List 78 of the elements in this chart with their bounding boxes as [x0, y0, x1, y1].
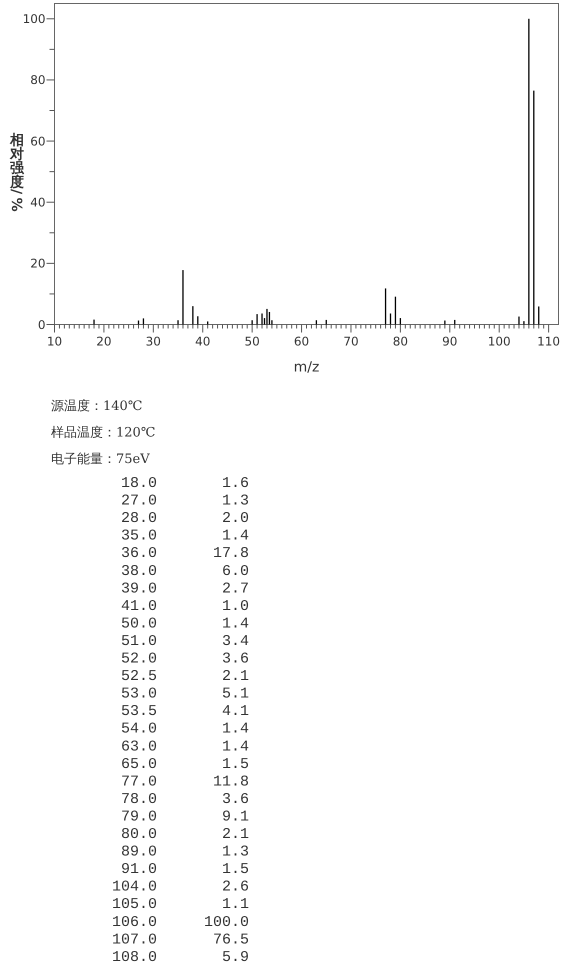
table-intensity: 11.8: [212, 773, 249, 790]
table-mz: 63.0: [120, 738, 157, 756]
table-mz: 79.0: [120, 808, 157, 826]
table-intensity: 5.1: [222, 686, 249, 703]
table-mz: 50.0: [120, 615, 157, 632]
table-intensity: 100.0: [204, 914, 249, 931]
x-tick-label: 50: [244, 334, 260, 348]
table-intensity: 76.5: [212, 931, 249, 948]
table-intensity: 2.6: [222, 878, 249, 896]
table-mz: 28.0: [120, 510, 157, 528]
y-tick-label: 40: [30, 196, 46, 210]
table-mz: 108.0: [112, 948, 157, 966]
table-mz: 41.0: [120, 598, 157, 615]
table-intensity: 3.6: [222, 790, 249, 808]
table-mz: 52.5: [120, 668, 157, 686]
y-tick-label: 60: [30, 134, 46, 148]
y-tick-label: 20: [30, 256, 46, 271]
table-intensity: 1.0: [222, 598, 249, 615]
x-tick-label: 20: [96, 334, 112, 348]
x-tick-label: 100: [488, 334, 511, 348]
x-tick-label: 30: [146, 334, 161, 348]
table-intensity: 1.3: [222, 844, 249, 861]
annotation: 电子能量：75eV: [51, 452, 150, 467]
table-mz: 52.0: [120, 650, 157, 668]
table-mz: 35.0: [120, 528, 157, 545]
table-intensity: 2.1: [222, 668, 249, 686]
table-intensity: 2.7: [222, 580, 249, 598]
x-tick-label: 60: [294, 334, 310, 348]
x-tick-label: 40: [195, 334, 210, 348]
table-mz: 36.0: [120, 545, 157, 562]
table-intensity: 3.6: [222, 650, 249, 668]
table-intensity: 1.4: [222, 615, 249, 632]
table-mz: 80.0: [120, 826, 157, 843]
x-tick-label: 80: [392, 334, 408, 348]
y-tick-label: 0: [38, 318, 46, 332]
x-tick-label: 110: [537, 334, 560, 348]
table-mz: 78.0: [120, 790, 157, 808]
annotation: 样品温度：120℃: [51, 426, 156, 440]
table-mz: 38.0: [120, 562, 157, 580]
table-intensity: 1.4: [222, 528, 249, 545]
table-intensity: 17.8: [212, 545, 249, 562]
table-intensity: 2.1: [222, 826, 249, 843]
table-intensity: 1.6: [222, 475, 249, 492]
table-mz: 65.0: [120, 756, 157, 773]
table-intensity: 5.9: [222, 948, 249, 966]
table-mz: 51.0: [120, 632, 157, 650]
table-intensity: 6.0: [222, 562, 249, 580]
table-intensity: 1.1: [222, 896, 249, 914]
table-mz: 107.0: [112, 931, 157, 948]
y-tick-label: 100: [22, 12, 46, 26]
table-mz: 77.0: [120, 773, 157, 790]
table-intensity: 1.5: [222, 861, 249, 878]
table-intensity: 1.5: [222, 756, 249, 773]
table-mz: 105.0: [112, 896, 157, 914]
x-tick-label: 10: [46, 334, 62, 348]
table-mz: 91.0: [120, 861, 157, 878]
annotation: 源温度：140℃: [51, 399, 142, 414]
table-mz: 54.0: [120, 720, 157, 738]
table-mz: 89.0: [120, 844, 157, 861]
table-intensity: 1.3: [222, 492, 249, 510]
table-intensity: 1.4: [222, 738, 249, 756]
table-mz: 27.0: [120, 492, 157, 510]
y-tick-label: 80: [30, 73, 46, 88]
y-axis-title: 相对强度/%: [8, 132, 24, 212]
table-mz: 39.0: [120, 580, 157, 598]
table-mz: 106.0: [112, 914, 157, 931]
table-intensity: 4.1: [222, 703, 249, 720]
table-mz: 104.0: [112, 878, 157, 896]
table-intensity: 1.4: [222, 720, 249, 738]
table-intensity: 3.4: [222, 632, 249, 650]
table-intensity: 2.0: [222, 510, 249, 528]
table-intensity: 9.1: [222, 808, 249, 826]
table-mz: 53.0: [120, 686, 157, 703]
x-tick-label: 90: [442, 334, 458, 348]
table-mz: 18.0: [120, 475, 157, 492]
x-axis-title: m/z: [294, 360, 320, 376]
x-tick-label: 70: [343, 334, 359, 348]
table-mz: 53.5: [120, 703, 157, 720]
